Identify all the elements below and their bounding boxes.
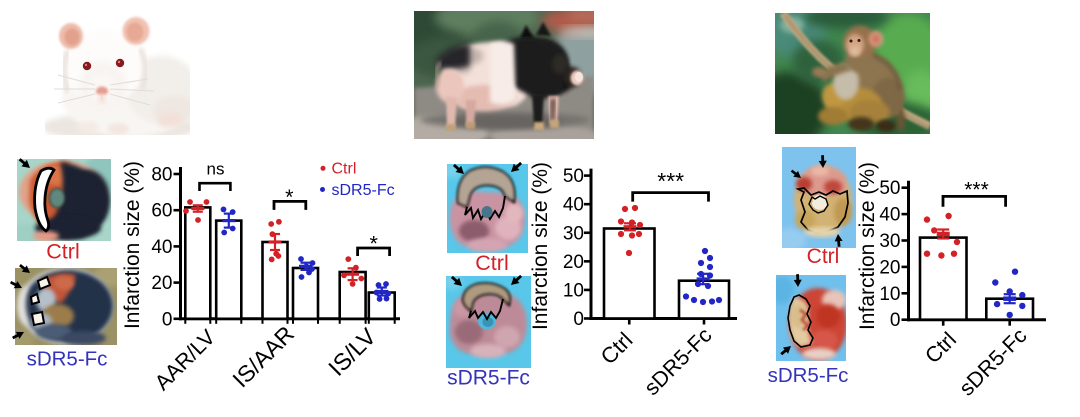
svg-text:***: *** <box>964 178 989 201</box>
svg-text:0: 0 <box>890 310 901 331</box>
svg-text:sDR5-Fc: sDR5-Fc <box>955 323 1032 400</box>
svg-text:40: 40 <box>879 205 900 226</box>
svg-text:sDR5-Fc: sDR5-Fc <box>27 348 108 371</box>
svg-text:30: 30 <box>879 231 900 252</box>
svg-text:Ctrl: Ctrl <box>475 251 508 275</box>
svg-text:80: 80 <box>151 165 172 186</box>
svg-text:20: 20 <box>151 273 172 294</box>
svg-text:10: 10 <box>563 280 584 301</box>
svg-text:ns: ns <box>207 160 225 179</box>
svg-text:AAR/LV: AAR/LV <box>150 325 220 395</box>
svg-text:Infarction size (%): Infarction size (%) <box>856 162 879 330</box>
svg-text:Ctrl: Ctrl <box>332 161 357 178</box>
svg-text:Infarction size (%): Infarction size (%) <box>529 162 552 330</box>
svg-text:40: 40 <box>563 195 584 216</box>
svg-text:sDR5-Fc: sDR5-Fc <box>640 323 717 400</box>
svg-text:0: 0 <box>162 309 173 330</box>
svg-text:*: * <box>285 185 294 209</box>
svg-text:*: * <box>370 232 379 256</box>
svg-text:IS/LV: IS/LV <box>323 323 381 381</box>
svg-text:50: 50 <box>563 166 584 187</box>
svg-text:10: 10 <box>879 284 900 305</box>
svg-text:0: 0 <box>573 309 584 330</box>
svg-text:30: 30 <box>563 223 584 244</box>
svg-text:60: 60 <box>151 201 172 222</box>
svg-text:sDR5-Fc: sDR5-Fc <box>447 367 530 390</box>
svg-text:20: 20 <box>563 252 584 273</box>
svg-text:IS/AAR: IS/AAR <box>227 321 299 393</box>
svg-text:sDR5-Fc: sDR5-Fc <box>768 364 849 387</box>
svg-text:Infarction size (%): Infarction size (%) <box>121 161 144 329</box>
svg-text:50: 50 <box>879 178 900 199</box>
svg-text:20: 20 <box>879 257 900 278</box>
svg-text:Ctrl: Ctrl <box>46 240 79 264</box>
svg-text:Ctrl: Ctrl <box>920 328 961 369</box>
svg-text:***: *** <box>657 168 684 194</box>
svg-text:Ctrl: Ctrl <box>807 245 840 268</box>
svg-text:sDR5-Fc: sDR5-Fc <box>332 182 395 199</box>
svg-text:40: 40 <box>151 237 172 258</box>
svg-text:Ctrl: Ctrl <box>596 327 638 369</box>
